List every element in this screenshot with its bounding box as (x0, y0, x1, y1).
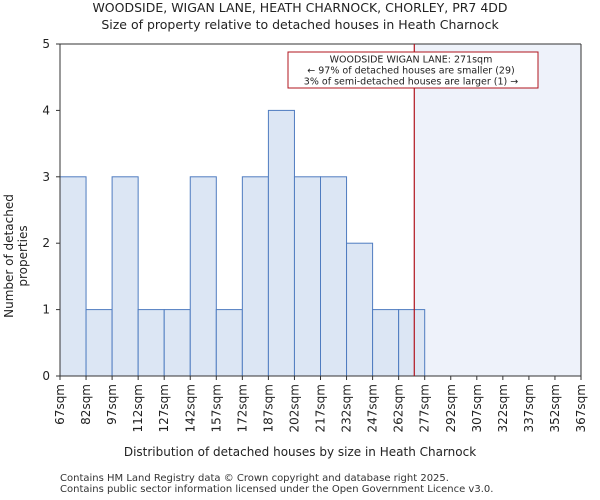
x-tick-label: 232sqm (340, 384, 354, 432)
x-tick-label: 217sqm (314, 384, 328, 432)
bar-232sqm (346, 242, 374, 377)
x-tick-label: 157sqm (209, 384, 223, 432)
x-tick-label: 367sqm (574, 384, 588, 432)
bar-97sqm (111, 176, 139, 377)
y-tick-label: 3 (42, 170, 50, 184)
x-tick-label: 352sqm (548, 384, 562, 432)
x-tick-label: 277sqm (418, 384, 432, 432)
x-tick-label: 112sqm (131, 384, 145, 432)
larger-region-shade (414, 44, 581, 376)
annotation-line-3: 3% of semi-detached houses are larger (1… (304, 77, 518, 88)
bar-202sqm (293, 176, 322, 377)
bar-142sqm (189, 176, 217, 377)
annotation-box (287, 51, 539, 89)
x-tick-label: 292sqm (444, 384, 458, 432)
bar-187sqm (267, 109, 295, 377)
x-tick-label: 307sqm (470, 384, 484, 432)
x-tick-label: 322sqm (496, 384, 510, 432)
y-tick-label: 2 (42, 236, 50, 250)
bar-82sqm (85, 309, 113, 377)
x-tick-label: 82sqm (79, 384, 93, 425)
annotation-line-1: WOODSIDE WIGAN LANE: 271sqm (330, 55, 493, 66)
chart-title: WOODSIDE, WIGAN LANE, HEATH CHARNOCK, CH… (92, 0, 508, 15)
bar-127sqm (163, 309, 191, 377)
x-tick-label: 247sqm (366, 384, 380, 432)
x-tick-label: 202sqm (287, 384, 301, 432)
bar-217sqm (320, 176, 348, 377)
x-axis-label: Distribution of detached houses by size … (123, 445, 477, 459)
bar-157sqm (215, 309, 243, 377)
x-tick-label: 337sqm (522, 384, 536, 432)
chart-subtitle: Size of property relative to detached ho… (101, 17, 499, 32)
y-tick-label: 4 (42, 103, 50, 117)
x-tick-label: 172sqm (235, 384, 249, 432)
y-tick-label: 1 (42, 303, 50, 317)
x-tick-label: 187sqm (261, 384, 275, 432)
bar-262sqm (398, 309, 426, 377)
x-tick-label: 262sqm (392, 384, 406, 432)
footer-line-2: Contains public sector information licen… (60, 484, 494, 495)
y-tick-label: 0 (42, 369, 50, 383)
bar-172sqm (241, 176, 269, 377)
x-tick-label: 127sqm (157, 384, 171, 432)
bar-67sqm (59, 176, 87, 377)
x-tick-label: 97sqm (105, 384, 119, 425)
bar-247sqm (372, 309, 400, 377)
annotation-line-2: ← 97% of detached houses are smaller (29… (307, 66, 514, 77)
y-tick-label: 5 (42, 37, 50, 51)
x-tick-label: 67sqm (53, 384, 67, 425)
x-tick-label: 142sqm (183, 384, 197, 432)
footer-line-1: Contains HM Land Registry data © Crown c… (60, 473, 449, 484)
bar-112sqm (137, 309, 165, 377)
